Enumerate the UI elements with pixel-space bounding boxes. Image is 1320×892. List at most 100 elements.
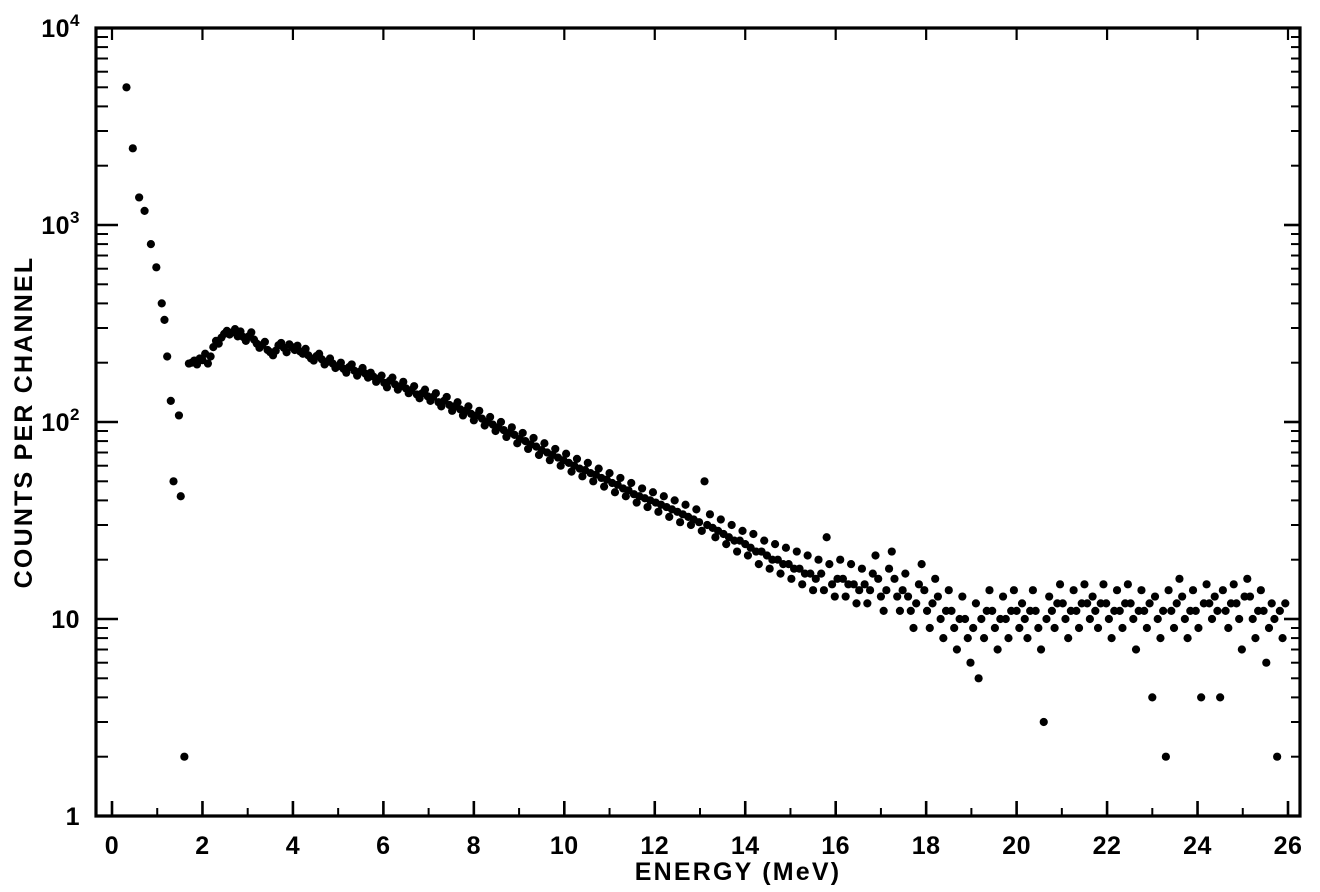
- data-point: [336, 358, 345, 367]
- data-point: [676, 518, 685, 527]
- data-point: [1153, 614, 1162, 624]
- y-tick-label: 104: [41, 11, 80, 43]
- data-point: [1137, 586, 1146, 595]
- data-point: [1251, 633, 1260, 643]
- data-point: [879, 606, 888, 615]
- data-point: [1183, 633, 1192, 643]
- data-point: [754, 559, 763, 569]
- data-point: [895, 606, 905, 615]
- data-point: [1088, 592, 1097, 601]
- x-tick-label: 12: [640, 832, 669, 860]
- data-point: [906, 606, 915, 615]
- data-point: [1085, 614, 1094, 624]
- data-point: [1131, 645, 1141, 654]
- data-point: [1232, 599, 1241, 608]
- data-point: [1194, 623, 1203, 633]
- data-point: [903, 592, 913, 601]
- data-point: [977, 614, 986, 624]
- data-point: [1069, 586, 1078, 595]
- data-point: [825, 559, 834, 569]
- data-point: [562, 449, 571, 458]
- x-tick-label: 24: [1183, 832, 1212, 860]
- data-point: [1150, 592, 1160, 601]
- data-point: [1237, 645, 1246, 654]
- data-point: [632, 498, 641, 507]
- data-point: [1118, 623, 1127, 633]
- x-tick-label: 26: [1274, 832, 1303, 860]
- y-tick-label: 1: [66, 803, 80, 831]
- data-point: [486, 412, 495, 422]
- data-point: [605, 469, 614, 478]
- data-point: [822, 533, 831, 542]
- data-point: [979, 633, 989, 643]
- data-point: [157, 299, 166, 308]
- data-point: [1061, 614, 1070, 624]
- x-tick-label: 20: [1002, 832, 1031, 860]
- data-point: [808, 586, 818, 595]
- plot-box: [94, 26, 1302, 818]
- data-point: [1167, 606, 1176, 615]
- axis-titles: ENERGY (MeV) COUNTS PER CHANNEL: [10, 256, 839, 886]
- data-point: [939, 633, 948, 643]
- data-point: [827, 580, 837, 589]
- data-point: [600, 482, 609, 491]
- data-point: [540, 439, 549, 448]
- data-point: [135, 193, 144, 202]
- x-tick-label: 8: [467, 832, 481, 860]
- data-point: [128, 144, 137, 153]
- data-point: [716, 515, 725, 524]
- data-point: [1045, 592, 1054, 601]
- data-point: [1142, 623, 1151, 633]
- data-point: [952, 645, 962, 654]
- data-point: [122, 83, 131, 92]
- data-point: [496, 417, 506, 427]
- data-point: [836, 555, 845, 564]
- data-point: [1180, 614, 1189, 624]
- data-point: [893, 592, 902, 601]
- data-point: [1020, 614, 1029, 624]
- data-point: [1156, 633, 1165, 643]
- data-point: [1036, 645, 1046, 654]
- data-point: [732, 547, 742, 556]
- data-point: [749, 529, 758, 539]
- data-point: [743, 551, 753, 560]
- x-tick-label: 22: [1093, 832, 1122, 860]
- data-point: [1148, 693, 1157, 702]
- data-point: [464, 402, 473, 411]
- data-point: [700, 477, 709, 486]
- data-point: [1248, 614, 1257, 624]
- data-point: [1218, 586, 1227, 595]
- data-point: [152, 263, 161, 272]
- data-point: [1145, 599, 1154, 608]
- data-point: [695, 518, 704, 527]
- data-point: [654, 507, 663, 516]
- data-point: [475, 406, 484, 415]
- top-axis-ticks: [110, 28, 1290, 40]
- data-point: [722, 540, 731, 549]
- data-point: [849, 580, 858, 589]
- data-point: [958, 592, 967, 601]
- data-points: [122, 83, 1290, 761]
- data-point: [781, 543, 791, 552]
- data-point: [871, 551, 880, 560]
- data-point: [347, 360, 356, 369]
- x-axis-ticks: [110, 801, 1290, 816]
- data-point: [616, 473, 625, 483]
- data-point: [863, 599, 872, 608]
- data-point: [966, 658, 975, 667]
- data-point: [1210, 592, 1219, 601]
- data-point: [551, 444, 560, 454]
- data-point: [912, 599, 921, 608]
- data-point: [1042, 614, 1051, 624]
- data-point: [203, 359, 212, 368]
- data-point: [876, 592, 886, 601]
- data-point: [1245, 592, 1255, 601]
- data-point: [817, 569, 826, 578]
- x-tick-label: 14: [731, 832, 760, 860]
- data-point: [1023, 633, 1032, 643]
- data-point: [770, 540, 780, 549]
- data-point: [784, 559, 793, 569]
- data-point: [1202, 580, 1211, 589]
- data-point: [1047, 606, 1056, 615]
- data-point: [176, 492, 185, 501]
